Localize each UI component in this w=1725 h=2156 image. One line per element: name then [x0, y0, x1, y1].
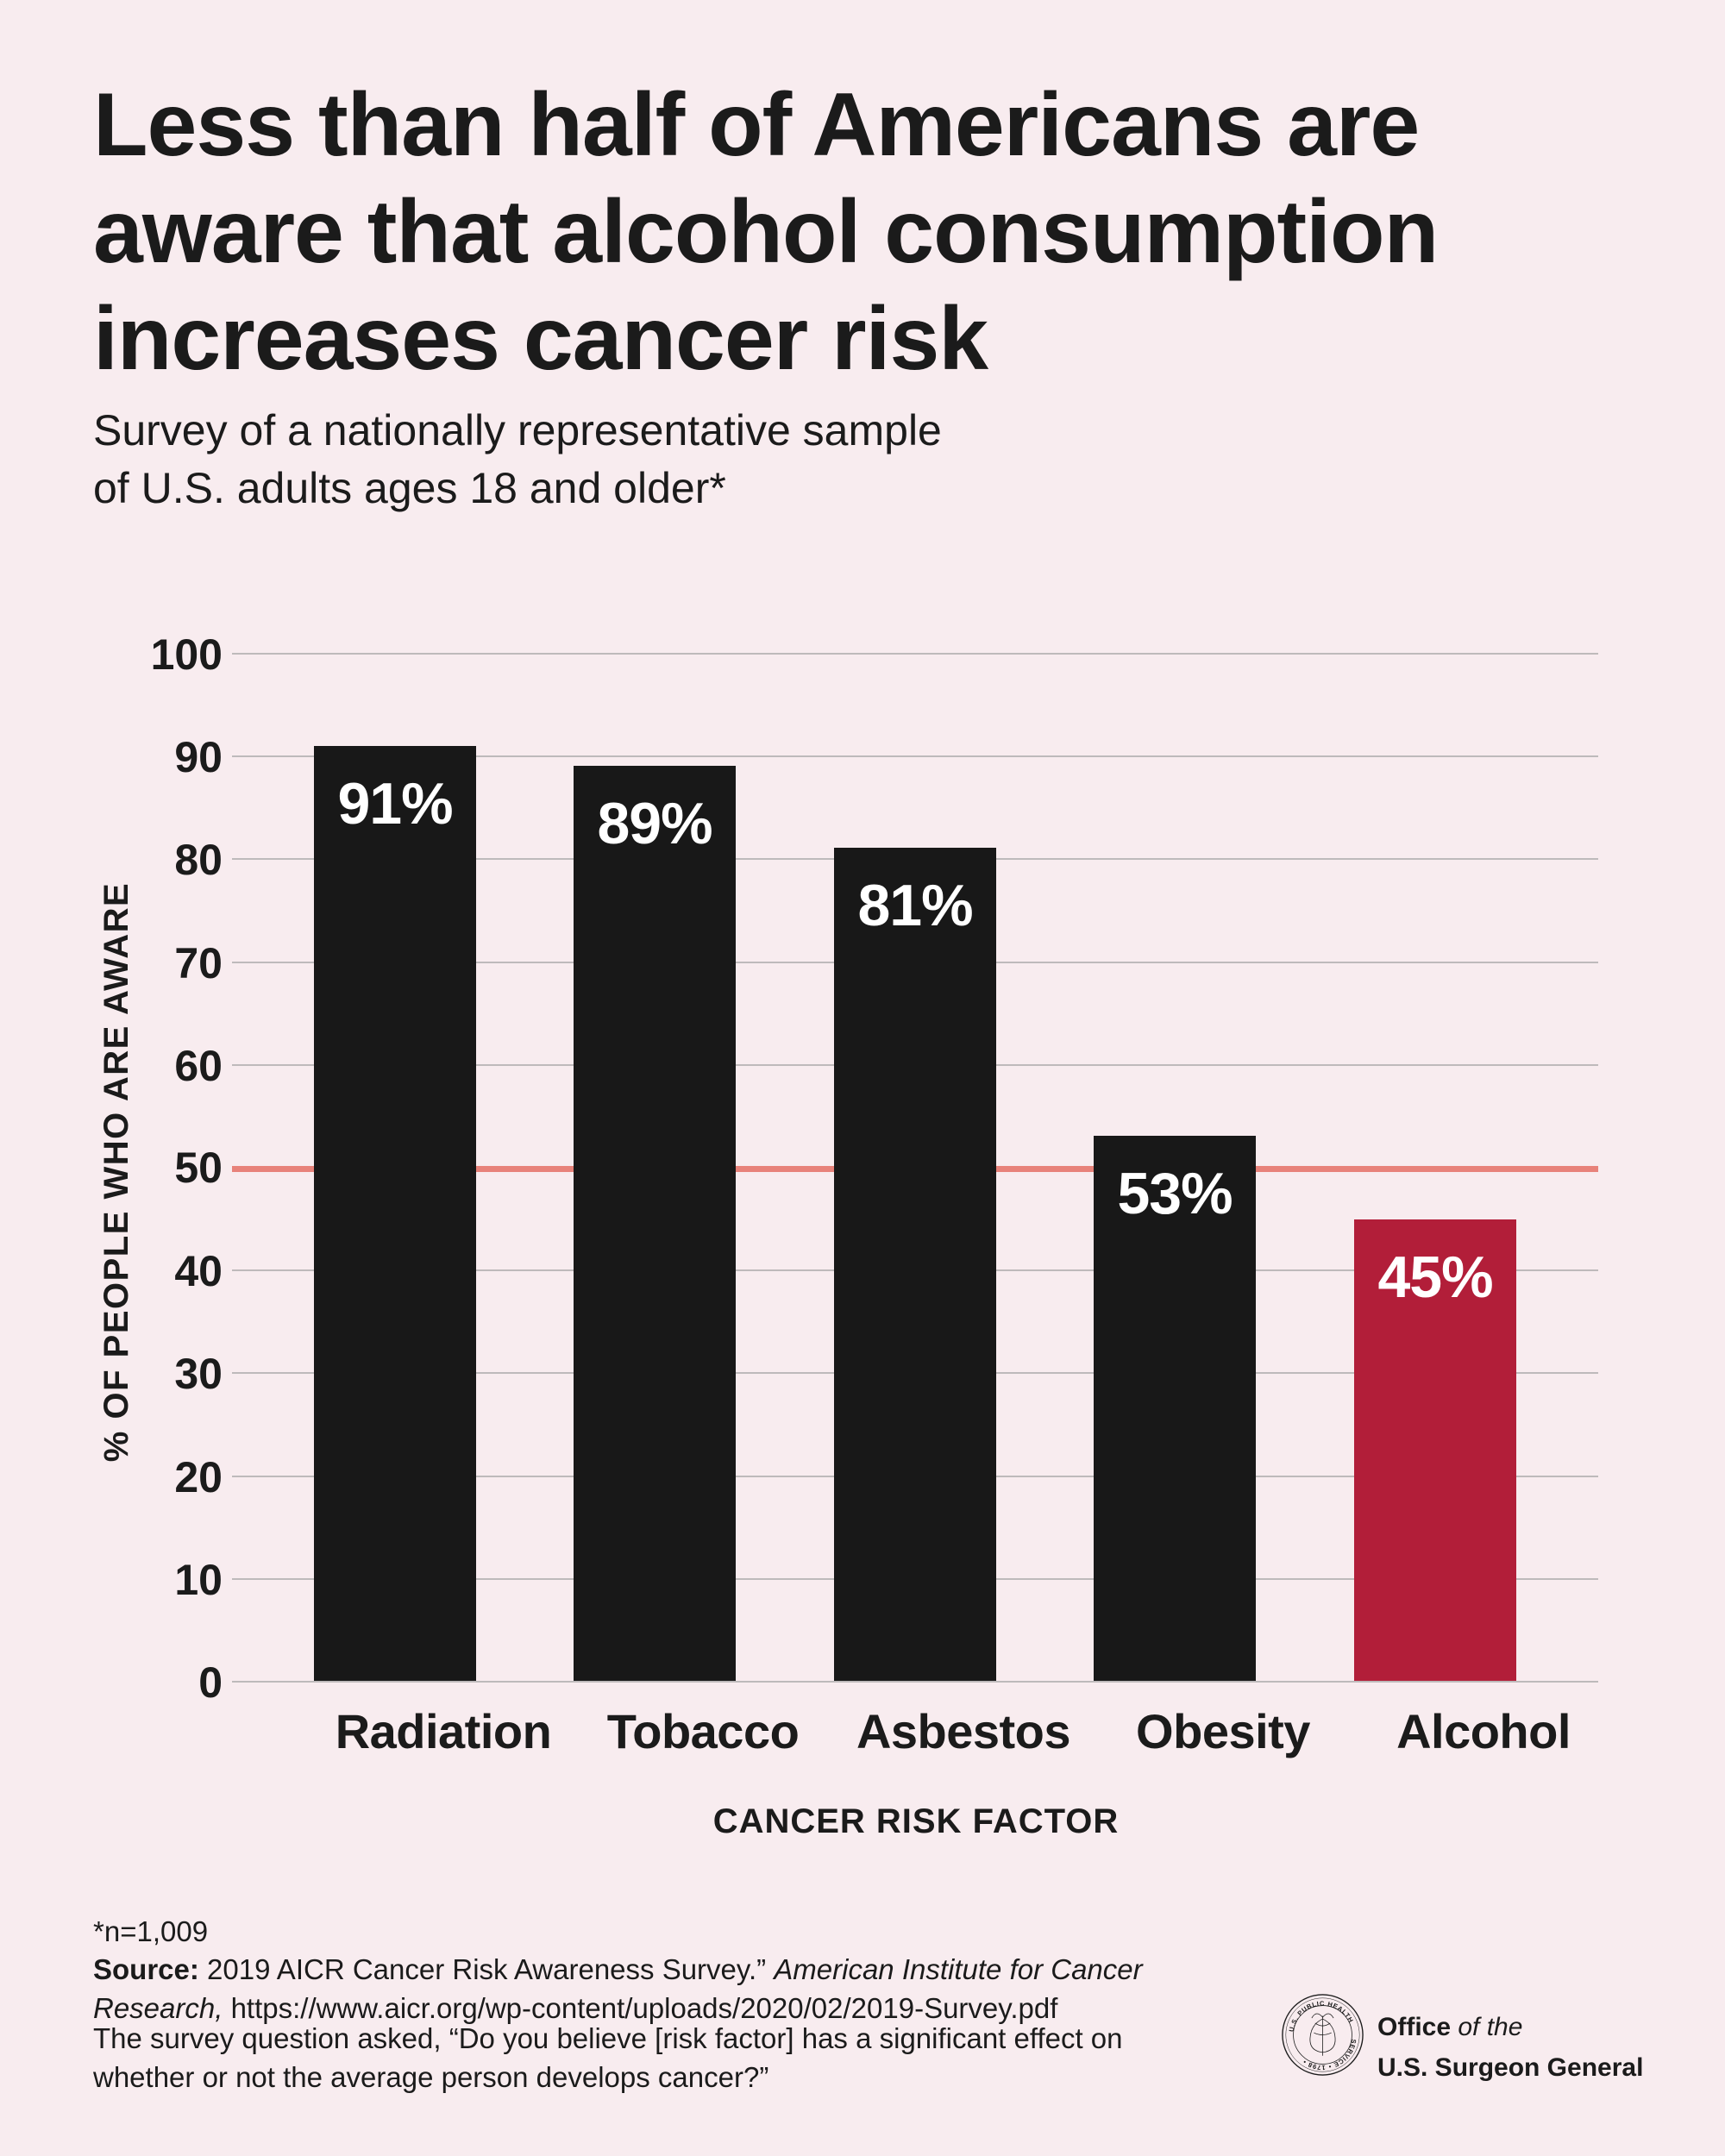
svg-text:SERVICE • 1798 •: SERVICE • 1798 •	[1301, 2039, 1358, 2071]
